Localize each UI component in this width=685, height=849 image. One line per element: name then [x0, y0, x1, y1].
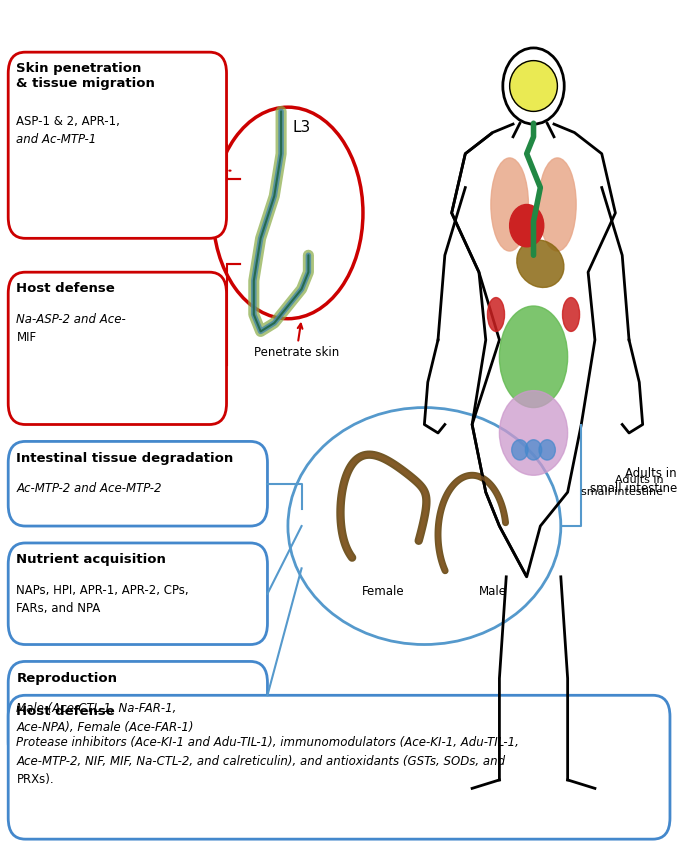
Ellipse shape	[288, 408, 561, 644]
Text: Male (Ace-CTL-1, Na-FAR-1,: Male (Ace-CTL-1, Na-FAR-1,	[16, 702, 177, 715]
Text: Reproduction: Reproduction	[16, 672, 117, 684]
Text: Adults in
small intestine: Adults in small intestine	[581, 475, 663, 497]
Ellipse shape	[213, 107, 363, 318]
Text: L3: L3	[292, 120, 311, 135]
FancyBboxPatch shape	[8, 543, 267, 644]
Ellipse shape	[562, 297, 580, 331]
Text: ASP-1 & 2, APR-1,: ASP-1 & 2, APR-1,	[16, 115, 121, 128]
Text: Ace-MTP-2, NIF, MIF, Na-CTL-2, and calreticulin), and antioxidants (GSTs, SODs, : Ace-MTP-2, NIF, MIF, Na-CTL-2, and calre…	[16, 755, 506, 767]
Ellipse shape	[499, 391, 568, 475]
Text: FARs, and NPA: FARs, and NPA	[16, 602, 101, 616]
Text: Na-ASP-2 and Ace-: Na-ASP-2 and Ace-	[16, 312, 126, 326]
Circle shape	[512, 440, 528, 460]
Text: Ace-NPA), Female (Ace-FAR-1): Ace-NPA), Female (Ace-FAR-1)	[16, 721, 194, 734]
Text: Skin penetration
& tissue migration: Skin penetration & tissue migration	[16, 62, 155, 90]
Text: Ac-MTP-2 and Ace-MTP-2: Ac-MTP-2 and Ace-MTP-2	[16, 482, 162, 495]
FancyBboxPatch shape	[8, 661, 267, 763]
Circle shape	[525, 440, 542, 460]
Text: and Ac-MTP-1: and Ac-MTP-1	[16, 133, 97, 146]
FancyBboxPatch shape	[8, 695, 670, 839]
Text: MIF: MIF	[16, 331, 36, 345]
Text: Penetrate skin: Penetrate skin	[254, 323, 339, 359]
Ellipse shape	[488, 297, 505, 331]
Text: Nutrient acquisition: Nutrient acquisition	[16, 554, 166, 566]
Text: Male: Male	[479, 585, 507, 599]
Ellipse shape	[516, 240, 564, 288]
Text: PRXs).: PRXs).	[16, 773, 54, 786]
FancyBboxPatch shape	[8, 273, 227, 424]
Circle shape	[539, 440, 556, 460]
Circle shape	[510, 205, 544, 247]
Text: Host defense: Host defense	[16, 283, 115, 295]
Ellipse shape	[499, 306, 568, 408]
Text: Protease inhibitors (Ace-KI-1 and Adu-TIL-1), immunomodulators (Ace-KI-1, Adu-TI: Protease inhibitors (Ace-KI-1 and Adu-TI…	[16, 736, 519, 749]
Ellipse shape	[510, 60, 558, 111]
Text: Female: Female	[362, 585, 405, 599]
Text: Intestinal tissue degradation: Intestinal tissue degradation	[16, 452, 234, 464]
Text: NAPs, HPI, APR-1, APR-2, CPs,: NAPs, HPI, APR-1, APR-2, CPs,	[16, 583, 189, 597]
Text: Adults in
small intestine: Adults in small intestine	[590, 467, 677, 495]
FancyBboxPatch shape	[8, 441, 267, 526]
Text: Host defense: Host defense	[16, 706, 115, 718]
Ellipse shape	[491, 158, 528, 251]
Ellipse shape	[538, 158, 576, 251]
FancyBboxPatch shape	[8, 52, 227, 239]
